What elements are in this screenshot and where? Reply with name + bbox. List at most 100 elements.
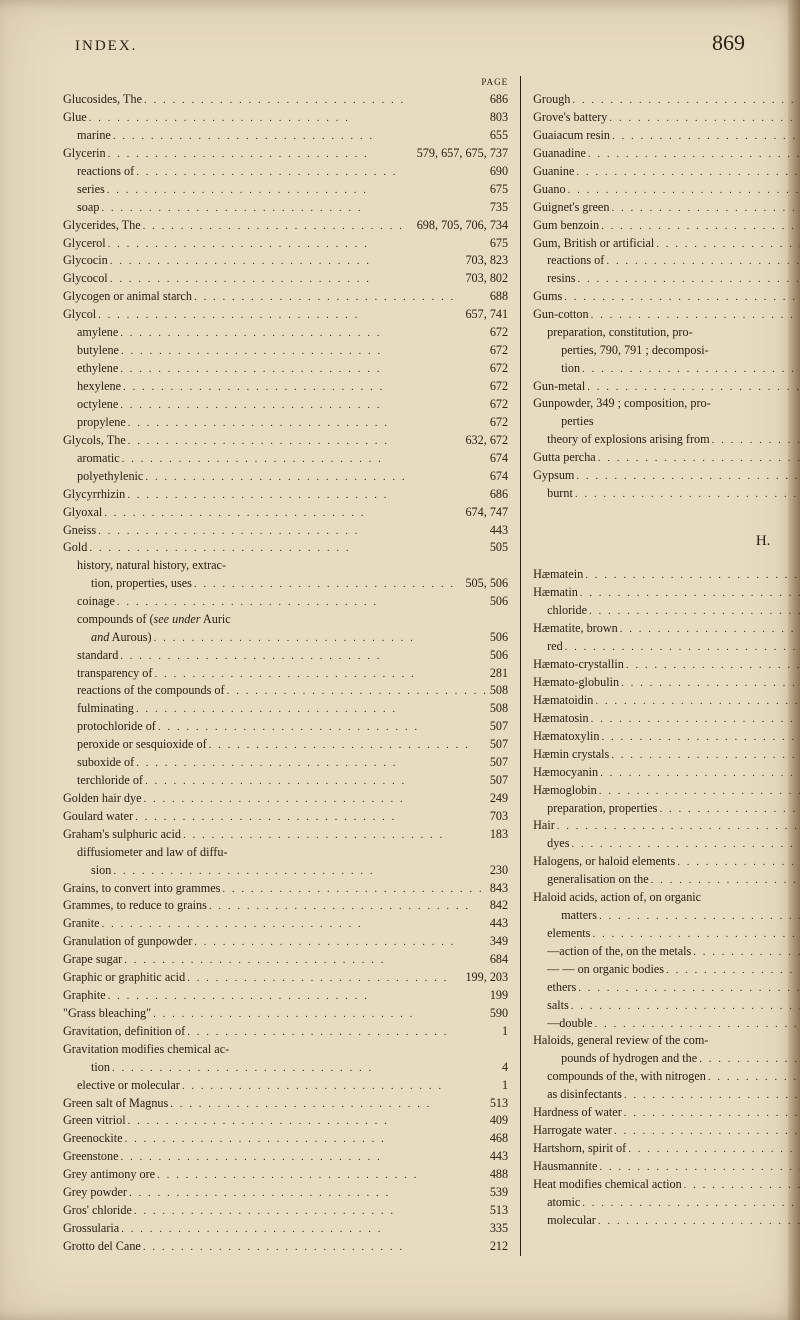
entry-page: 230 [490, 862, 508, 880]
entry-page: 409 [490, 1112, 508, 1130]
entry-page: 579, 657, 675, 737 [417, 145, 508, 163]
index-entry: —action of the, on the metals285 [533, 943, 800, 961]
leader-dots [576, 272, 800, 288]
entry-label: Glycogen or animal starch [63, 288, 192, 306]
entry-page: 507 [490, 772, 508, 790]
index-entry: red399, 406 [533, 638, 800, 656]
entry-page: 672 [490, 396, 508, 414]
leader-dots [607, 111, 800, 127]
leader-dots [583, 568, 800, 584]
entry-label: Graphic or graphitic acid [63, 969, 185, 987]
index-entry: Glycogen or animal starch688 [63, 288, 508, 306]
entry-label: —double [547, 1015, 592, 1033]
entry-label: Gum benzoin [533, 217, 599, 235]
entry-label: Hæmin crystals [533, 746, 609, 764]
index-entry: Grey powder539 [63, 1184, 508, 1202]
leader-dots [143, 470, 489, 486]
entry-label: Hæmatein [533, 566, 583, 584]
index-entry: pounds of hydrogen and the258 [533, 1050, 800, 1068]
entry-label: Grove's battery [533, 109, 607, 127]
index-entry: Hæmato-globulin812 [533, 674, 800, 692]
index-entry: as disinfectants589 [533, 1086, 800, 1104]
entry-page: 675 [490, 235, 508, 253]
entry-label: Gum, British or artificial [533, 235, 654, 253]
index-entry: Gravitation, definition of1 [63, 1023, 508, 1041]
entry-label: aromatic [77, 450, 120, 468]
leader-dots [589, 712, 800, 728]
index-entry: Hartshorn, spirit of259, 596 [533, 1140, 800, 1158]
leader-dots [609, 201, 800, 217]
entry-page: 505, 506 [465, 575, 508, 593]
index-entry: Hæmato-crystallin812 [533, 656, 800, 674]
entry-label: Graham's sulphuric acid [63, 826, 181, 844]
leader-dots [566, 183, 800, 199]
leader-dots [580, 1196, 800, 1212]
index-entry: —double337 [533, 1015, 800, 1033]
leader-dots [141, 1240, 490, 1256]
entry-label: Hæmato-crystallin [533, 656, 624, 674]
entry-label: Grape sugar [63, 951, 122, 969]
index-entry: Glycocol703, 802 [63, 270, 508, 288]
entry-label: atomic [547, 1194, 580, 1212]
leader-dots [155, 1168, 490, 1184]
entry-label: Gros' chloride [63, 1202, 132, 1220]
page-label-right: PAGE [533, 76, 800, 89]
index-entry: dyes525, 537 [533, 835, 800, 853]
entry-page: 183 [490, 826, 508, 844]
index-entry: Grough321 [533, 91, 800, 109]
leader-dots [126, 416, 490, 432]
index-entry: Hardness of water247 [533, 1104, 800, 1122]
entry-label: chloride [547, 602, 587, 620]
leader-dots [597, 1160, 800, 1176]
index-entry: Grossularia335 [63, 1220, 508, 1238]
entry-label: as disinfectants [547, 1086, 622, 1104]
index-entry: series675 [63, 181, 508, 199]
index-entry: tion349, 350 [533, 360, 800, 378]
leader-dots [151, 1007, 490, 1023]
index-entry: suboxide of507 [63, 754, 508, 772]
leader-dots [609, 748, 800, 764]
leader-dots [590, 927, 800, 943]
index-entry: theory of explosions arising from350 [533, 431, 800, 449]
index-entry: Hæmatoxylin784 [533, 728, 800, 746]
entry-label: preparation, constitution, pro- [547, 324, 693, 342]
leader-dots [118, 398, 490, 414]
leader-dots [120, 452, 490, 468]
entry-page: 488 [490, 1166, 508, 1184]
leader-dots [578, 586, 800, 602]
index-entry: Glycocin703, 823 [63, 252, 508, 270]
leader-dots [105, 183, 490, 199]
index-entry: "Grass bleaching"590 [63, 1005, 508, 1023]
index-entry: coinage506 [63, 593, 508, 611]
entry-page: 684 [490, 951, 508, 969]
entry-label: Grey powder [63, 1184, 127, 1202]
entry-label: Gravitation, definition of [63, 1023, 185, 1041]
entry-page: 508 [490, 682, 508, 700]
entry-label: Grotto del Cane [63, 1238, 141, 1256]
index-entry: perties [533, 413, 800, 431]
entry-page: 674 [490, 450, 508, 468]
entry-label: Glucosides, The [63, 91, 142, 109]
leader-dots [657, 802, 800, 818]
index-entry: diffusiometer and law of diffu- [63, 844, 508, 862]
index-entry: atomic46, 283 [533, 1194, 800, 1212]
book-page: INDEX. 869 PAGE Glucosides, The686Glue80… [0, 0, 800, 1320]
entry-page: 443 [490, 915, 508, 933]
leader-dots [706, 1070, 800, 1086]
leader-dots [192, 290, 490, 306]
index-entry: Glycerin579, 657, 675, 737 [63, 145, 508, 163]
leader-dots [710, 433, 800, 449]
leader-dots [562, 290, 800, 306]
leader-dots [610, 129, 800, 145]
entry-label: Gold [63, 539, 87, 557]
leader-dots [121, 380, 490, 396]
index-entry: elective or molecular1 [63, 1077, 508, 1095]
index-entry: Haloid acids, action of, on organic [533, 889, 800, 907]
entry-page: 468 [490, 1130, 508, 1148]
entry-label: Guanadine [533, 145, 586, 163]
entry-label: reactions of [547, 252, 604, 270]
leader-dots [111, 864, 490, 880]
entry-label: reactions of [77, 163, 134, 181]
entry-label: perties, 790, 791 ; decomposi- [561, 342, 709, 360]
index-entry: Guaiacum resin653 [533, 127, 800, 145]
